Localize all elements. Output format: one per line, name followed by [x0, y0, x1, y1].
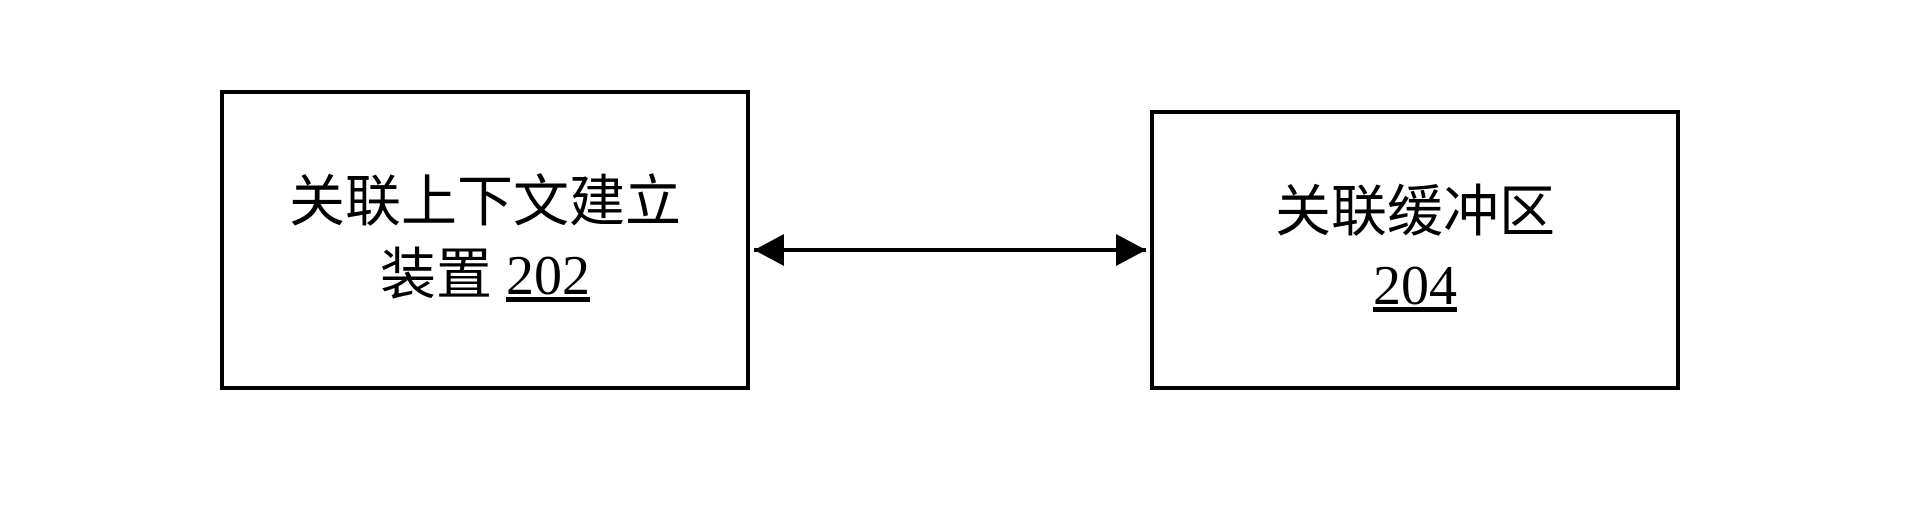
left-box-line2: 装置 202: [380, 240, 590, 313]
left-box: 关联上下文建立 装置 202: [220, 90, 750, 390]
left-box-line2-prefix: 装置: [380, 245, 506, 307]
right-box-ref: 204: [1373, 255, 1457, 317]
left-box-line1: 关联上下文建立: [289, 167, 681, 240]
right-box-line1: 关联缓冲区: [1275, 177, 1555, 250]
arrow-head-right: [1116, 234, 1146, 266]
arrow-head-left: [754, 234, 784, 266]
block-diagram: 关联上下文建立 装置 202 关联缓冲区 204: [220, 90, 1690, 420]
connector-line: [754, 248, 1146, 252]
right-box: 关联缓冲区 204: [1150, 110, 1680, 390]
left-box-ref: 202: [506, 245, 590, 307]
right-box-line2: 204: [1373, 250, 1457, 323]
